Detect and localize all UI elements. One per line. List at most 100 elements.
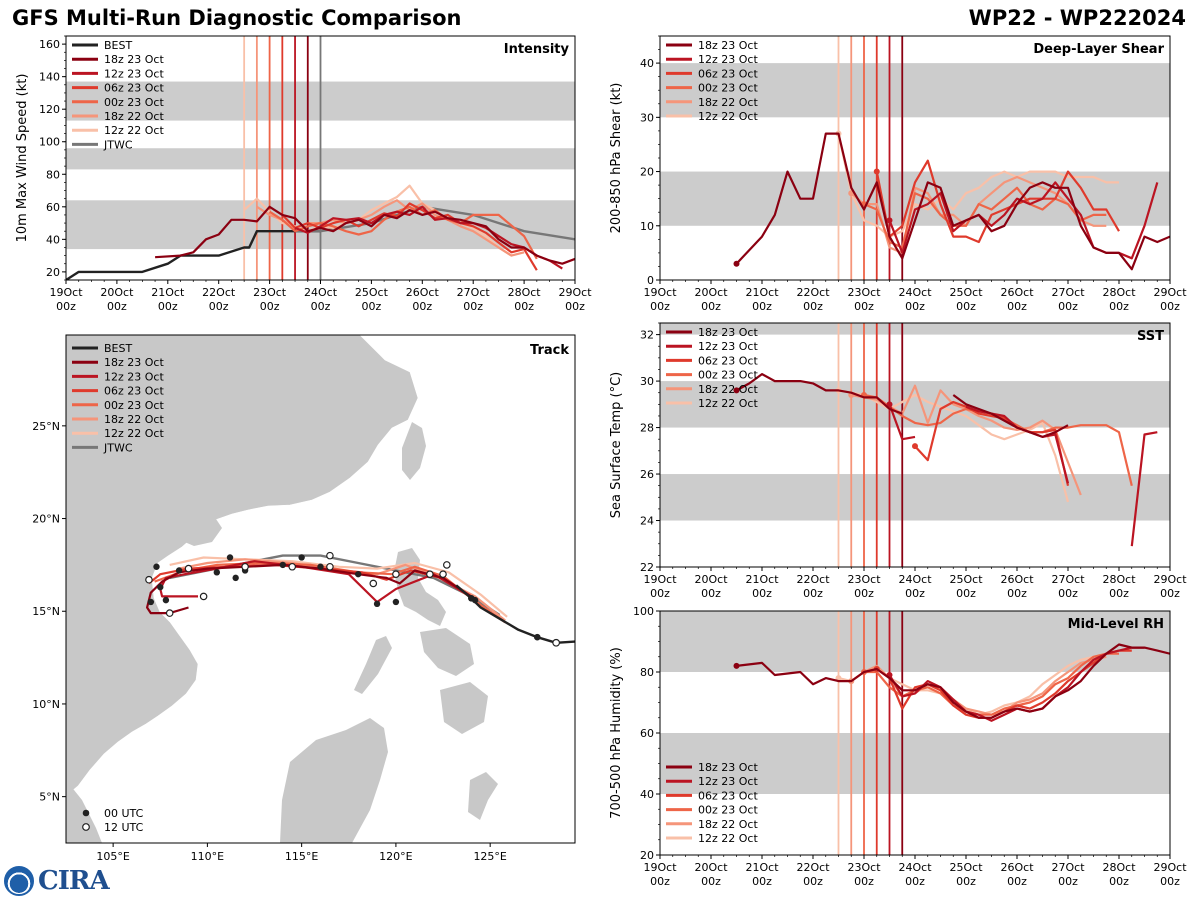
track-legend-label: JTWC [103, 441, 133, 454]
rh-xtick-label: 00z [854, 875, 874, 888]
rh-series-init-dot [733, 662, 740, 669]
intensity-xtick-label: 00z [209, 300, 229, 313]
sst-ytick-label: 30 [640, 375, 654, 388]
track-xtick-label: 125°E [473, 850, 506, 863]
track-plot-area [145, 551, 575, 647]
shear-legend-label: 06z 23 Oct [698, 67, 758, 80]
shear-xtick-label: 00z [1007, 300, 1027, 313]
rh-ytick-label: 100 [633, 605, 654, 618]
rh-legend-label: 00z 23 Oct [698, 804, 758, 817]
track-legend-label: 12z 23 Oct [104, 370, 164, 383]
sst-xtick-label: 21Oct [745, 573, 779, 586]
sst-xtick-label: 26Oct [1000, 573, 1034, 586]
shear-legend-label: 12z 22 Oct [698, 110, 758, 123]
track-marker-00utc [175, 567, 183, 574]
shear-xtick-label: 24Oct [898, 286, 932, 299]
intensity-series-line [281, 202, 538, 271]
shear-ylabel: 200-850 hPa Shear (kt) [609, 83, 624, 234]
shear-xtick-label: 22Oct [796, 286, 830, 299]
shear-legend-label: 18z 22 Oct [698, 96, 758, 109]
track-marker-00utc [279, 561, 286, 569]
storm-id-title: WP22 - WP222024 [968, 6, 1186, 30]
sst-ylabel: Sea Surface Temp (°C) [609, 372, 624, 519]
sst-series-init-dot [733, 387, 740, 394]
track-xtick-label: 110°E [191, 850, 224, 863]
shear-ytick-label: 0 [647, 274, 654, 287]
intensity-legend-label: 18z 22 Oct [104, 110, 164, 123]
intensity-xtick-label: 25Oct [355, 286, 389, 299]
sst-legend-label: 12z 23 Oct [698, 340, 758, 353]
sst-xtick-label: 00z [1160, 587, 1180, 600]
logo-block: CIRA [4, 866, 110, 896]
track-xtick-label: 120°E [379, 850, 412, 863]
rh-series-line [736, 643, 1170, 719]
sst-xtick-label: 20Oct [694, 573, 728, 586]
land-borneo [280, 718, 388, 843]
track-marker-12utc [288, 562, 297, 571]
track-marker-00utc [162, 596, 170, 604]
intensity-ytick-label: 40 [46, 233, 60, 246]
rh-xtick-label: 00z [1058, 875, 1078, 888]
shear-xtick-label: 19Oct [643, 286, 677, 299]
track-marker-12utc [426, 570, 434, 578]
sst-series-line [838, 389, 1070, 503]
shear-xtick-label: 28Oct [1102, 286, 1136, 299]
rh-legend-label: 18z 22 Oct [698, 818, 758, 831]
shear-ytick-label: 40 [640, 57, 654, 70]
shear-title: Deep-Layer Shear [1033, 42, 1164, 57]
sst-legend-label: 12z 22 Oct [698, 397, 758, 410]
rh-xtick-label: 00z [1007, 875, 1027, 888]
intensity-legend-label: BEST [104, 39, 132, 52]
sst-series-init-dot [912, 443, 918, 450]
track-title: Track [530, 343, 569, 358]
track-marker-12utc [392, 570, 400, 578]
intensity-xtick-label: 22Oct [202, 286, 236, 299]
sst-xtick-label: 25Oct [949, 573, 983, 586]
intensity-xtick-label: 21Oct [151, 286, 185, 299]
shear-ytick-label: 10 [640, 220, 654, 233]
intensity-xtick-label: 00z [56, 300, 76, 313]
track-legend-marker-12 [82, 823, 90, 831]
sst-legend-label: 00z 23 Oct [698, 369, 758, 382]
track-marker-00utc [317, 563, 324, 570]
sst-series-line [914, 400, 1070, 486]
rh-title: Mid-Level RH [1068, 617, 1164, 632]
track-best-marker [533, 633, 541, 641]
shear-series-init-dot [886, 217, 893, 224]
intensity-xtick-label: 00z [362, 300, 382, 313]
intensity-series-line [155, 205, 575, 265]
rh-xtick-label: 23Oct [847, 861, 881, 874]
intensity-ytick-label: 60 [46, 201, 60, 214]
shear-xtick-label: 00z [803, 300, 823, 313]
track-marker-12utc [199, 592, 208, 601]
intensity-ytick-label: 100 [39, 136, 60, 149]
land-luzon [394, 548, 446, 626]
rh-xtick-label: 19Oct [643, 861, 677, 874]
intensity-legend-label: JTWC [103, 138, 133, 151]
track-marker-12utc [184, 564, 193, 573]
intensity-legend-label: 06z 23 Oct [104, 82, 164, 95]
rh-xtick-label: 29Oct [1153, 861, 1187, 874]
track-marker-00utc [373, 600, 381, 608]
track-ytick-label: 20°N [32, 513, 60, 526]
rh-xtick-label: 00z [752, 875, 772, 888]
rh-series-init-dot [835, 675, 842, 682]
shear-xtick-label: 00z [1109, 300, 1129, 313]
intensity-legend-label: 00z 23 Oct [104, 96, 164, 109]
rh-legend-label: 18z 23 Oct [698, 761, 758, 774]
sst-xtick-label: 00z [752, 587, 772, 600]
intensity-xtick-label: 00z [412, 300, 432, 313]
shear-series-init-dot [733, 260, 740, 267]
rh-ytick-label: 60 [640, 727, 654, 740]
sst-plot-area [660, 323, 1170, 567]
rh-xtick-label: 00z [956, 875, 976, 888]
land-visayas [420, 628, 474, 676]
rh-xtick-label: 00z [905, 875, 925, 888]
sst-ytick-label: 28 [640, 422, 654, 435]
track-marker-12utc [443, 561, 451, 569]
sst-xtick-label: 00z [956, 587, 976, 600]
track-legend-12utc-label: 12 UTC [104, 821, 144, 834]
intensity-xtick-label: 19Oct [49, 286, 83, 299]
track-ytick-label: 10°N [32, 698, 60, 711]
track-xtick-label: 115°E [285, 850, 318, 863]
